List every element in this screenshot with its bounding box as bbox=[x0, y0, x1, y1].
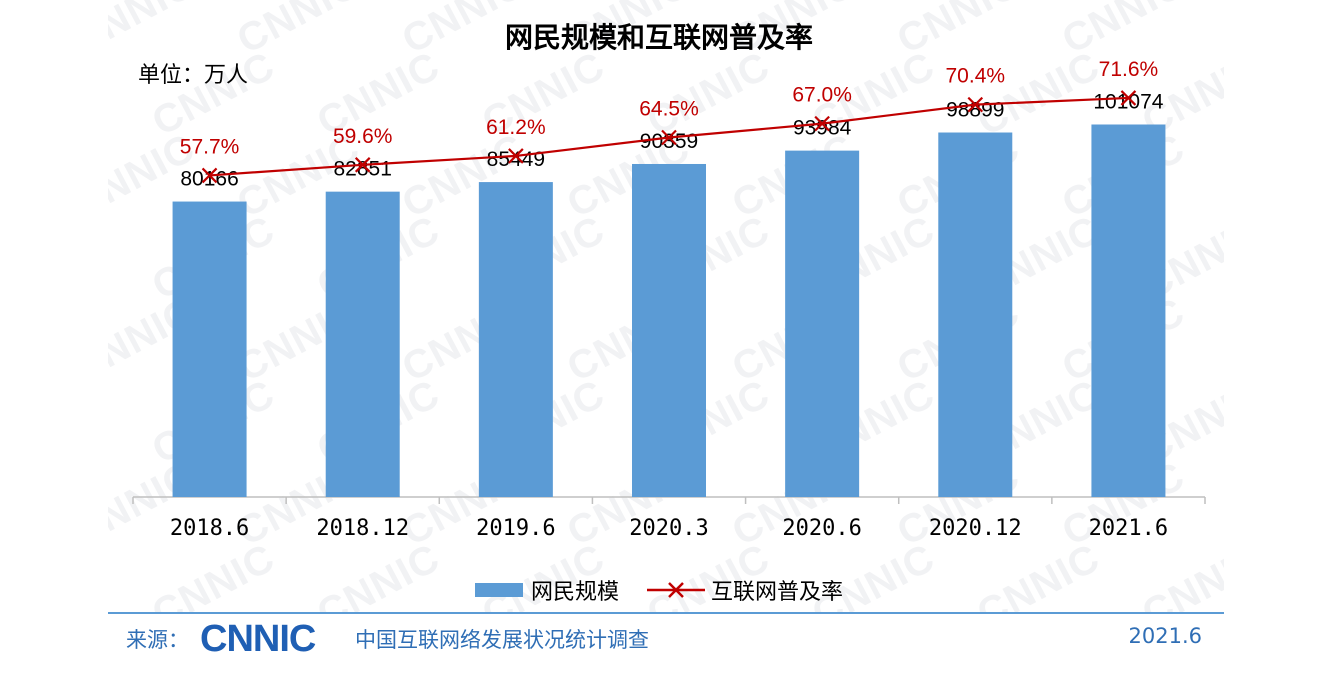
penetration-marker bbox=[354, 157, 371, 173]
footer-divider bbox=[108, 612, 1224, 614]
penetration-value-label: 70.4% bbox=[946, 65, 1006, 88]
bar-value-label: 101074 bbox=[1093, 90, 1163, 113]
penetration-value-label: 59.6% bbox=[333, 125, 393, 148]
chart-title: 网民规模和互联网普及率 bbox=[504, 21, 813, 54]
penetration-marker bbox=[1120, 90, 1137, 106]
cnnic-logo: CNNIC bbox=[200, 618, 316, 660]
x-tick-label: 2020.12 bbox=[929, 516, 1022, 541]
footer-source-label: 来源： bbox=[126, 628, 189, 652]
penetration-marker bbox=[661, 129, 677, 146]
legend-label-penetration: 互联网普及率 bbox=[711, 580, 844, 605]
penetration-marker bbox=[201, 167, 218, 184]
bar-2019.6 bbox=[478, 182, 553, 497]
penetration-value-label: 67.0% bbox=[792, 84, 852, 107]
bar-value-label: 80166 bbox=[180, 168, 238, 191]
bar-2020.12 bbox=[938, 132, 1013, 497]
x-tick-label: 2020.6 bbox=[782, 516, 861, 541]
penetration-value-label: 71.6% bbox=[1099, 58, 1159, 81]
footer-date: 2021.6 bbox=[1128, 624, 1202, 648]
bar-value-label: 90359 bbox=[640, 130, 698, 153]
legend-line-swatch bbox=[647, 582, 705, 598]
x-tick-label: 2020.3 bbox=[629, 516, 708, 541]
x-tick-label: 2021.6 bbox=[1089, 516, 1168, 541]
bar-value-label: 98899 bbox=[946, 99, 1004, 122]
unit-label: 单位：万人 bbox=[138, 63, 249, 88]
legend-bar-swatch bbox=[474, 583, 523, 597]
penetration-marker bbox=[967, 96, 984, 113]
bar-value-label: 82851 bbox=[334, 158, 392, 181]
legend-label-users: 网民规模 bbox=[530, 580, 619, 605]
penetration-marker bbox=[814, 115, 830, 132]
legend-item-users: 网民规模 bbox=[474, 574, 619, 606]
legend-item-penetration: 互联网普及率 bbox=[647, 574, 843, 606]
x-tick-label: 2018.6 bbox=[170, 516, 249, 541]
penetration-marker bbox=[508, 148, 524, 164]
bar-2018.6 bbox=[172, 201, 247, 497]
x-tick-label: 2019.6 bbox=[476, 516, 555, 541]
bar-2020.6 bbox=[785, 150, 860, 498]
bar-value-label: 85449 bbox=[487, 148, 545, 171]
penetration-value-label: 61.2% bbox=[486, 116, 546, 139]
bar-2018.12 bbox=[325, 191, 400, 497]
penetration-value-label: 64.5% bbox=[639, 98, 699, 121]
penetration-value-label: 57.7% bbox=[180, 135, 240, 158]
bar-2020.3 bbox=[632, 163, 706, 497]
legend: 网民规模 互联网普及率 bbox=[0, 574, 1318, 606]
bar-2021.6 bbox=[1091, 124, 1166, 497]
footer-org-name: 中国互联网络发展状况统计调查 bbox=[355, 628, 649, 652]
x-tick-label: 2018.12 bbox=[316, 516, 409, 541]
